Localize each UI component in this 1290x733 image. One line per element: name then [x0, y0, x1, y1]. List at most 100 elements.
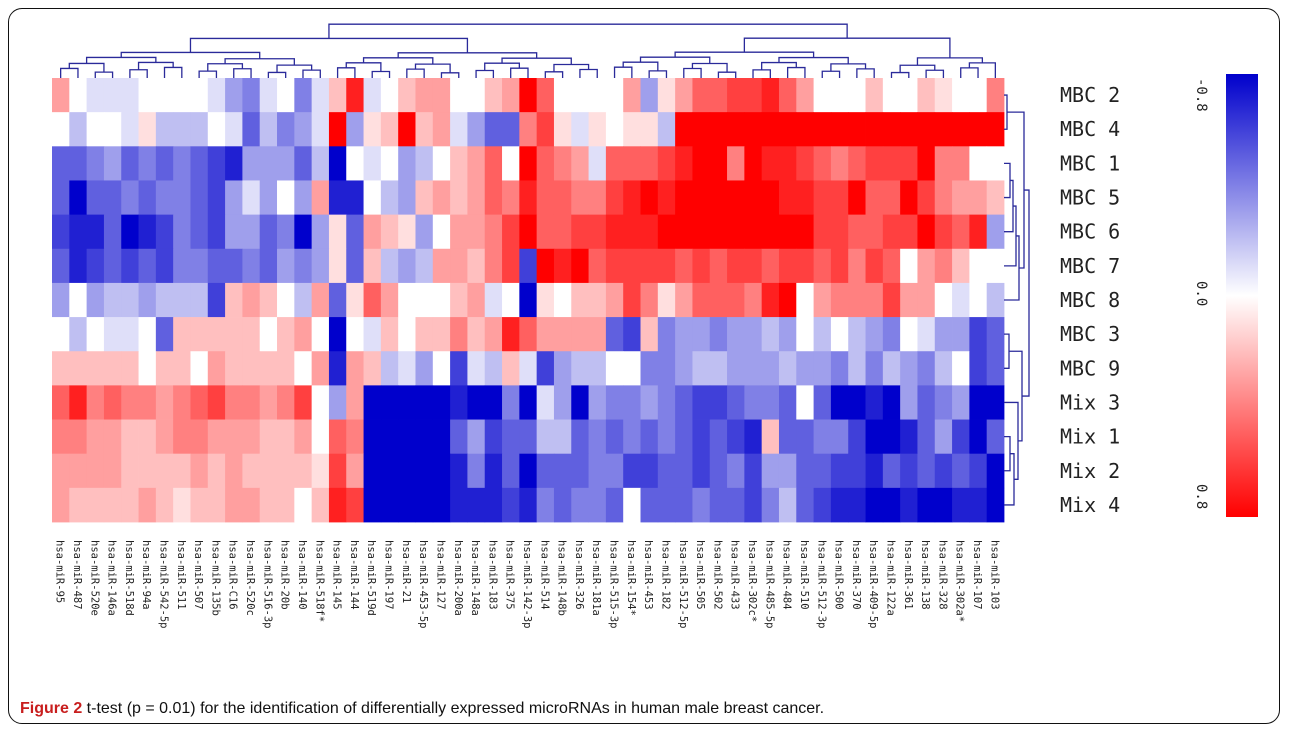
heatmap-cell: [952, 78, 970, 113]
heatmap-cell: [277, 453, 295, 489]
heatmap-cell: [553, 248, 572, 284]
heatmap-cell: [934, 248, 953, 284]
heatmap-cell: [934, 214, 953, 250]
column-label: hsa-miR-370: [850, 540, 862, 610]
heatmap-cell: [657, 419, 676, 455]
column-dendrogram-branch: [94, 71, 114, 78]
heatmap-cell: [519, 180, 538, 216]
heatmap-cell: [588, 248, 607, 284]
caption-label: Figure 2: [20, 700, 83, 717]
heatmap-cell: [969, 419, 988, 455]
heatmap-cell: [605, 317, 624, 352]
heatmap-cell: [692, 112, 711, 147]
heatmap-cell: [934, 453, 953, 489]
column-dendrogram-branch: [925, 69, 945, 78]
heatmap-cell: [502, 317, 520, 352]
heatmap-cell: [294, 214, 313, 250]
heatmap-cell: [813, 317, 832, 352]
heatmap-cell: [986, 248, 1005, 284]
heatmap-cell: [138, 487, 157, 523]
heatmap-cell: [986, 112, 1005, 147]
heatmap-cell: [294, 112, 313, 147]
heatmap-cell: [709, 487, 728, 523]
heatmap-cell: [380, 385, 399, 420]
heatmap-cell: [502, 351, 520, 386]
heatmap-cell: [259, 214, 278, 250]
column-dendrogram-branch: [899, 64, 936, 73]
heatmap-cell: [311, 419, 330, 455]
heatmap-cell: [571, 453, 589, 489]
heatmap-cell: [398, 180, 416, 216]
heatmap-cell: [588, 419, 607, 455]
column-label: hsa-miR-516-3p: [261, 540, 273, 629]
heatmap-cell: [207, 487, 226, 523]
column-label: hsa-miR-511: [175, 540, 187, 610]
heatmap-cell: [415, 214, 434, 250]
colorbar-tick-label: -0.8: [1193, 78, 1209, 112]
heatmap-cell: [225, 419, 243, 455]
heatmap-cell: [900, 112, 918, 147]
heatmap-cell: [934, 351, 953, 386]
heatmap-cell: [917, 180, 936, 216]
heatmap-cell: [450, 351, 468, 386]
heatmap-cell: [519, 385, 538, 420]
heatmap-cell: [675, 385, 693, 420]
row-label: Mix 3: [1060, 391, 1120, 415]
heatmap-cell: [207, 282, 226, 318]
heatmap-cell: [346, 214, 364, 250]
heatmap-cell: [588, 385, 607, 420]
heatmap-cell: [657, 78, 676, 113]
heatmap-cell: [173, 112, 191, 147]
heatmap-cell: [986, 351, 1005, 386]
heatmap-cell: [640, 385, 659, 420]
heatmap-cell: [727, 78, 745, 113]
column-label: hsa-miR-95: [54, 540, 66, 603]
heatmap-cell: [536, 419, 555, 455]
heatmap-cell: [865, 282, 884, 318]
heatmap-cell: [155, 214, 174, 250]
heatmap-cell: [744, 282, 763, 318]
heatmap-cell: [346, 487, 364, 523]
heatmap-cell: [173, 317, 191, 352]
heatmap-cell: [986, 419, 1005, 455]
column-dendrogram-branch: [371, 70, 391, 78]
heatmap-cell: [900, 487, 918, 523]
heatmap-cell: [969, 248, 988, 284]
heatmap-cell: [155, 419, 174, 455]
heatmap-cell: [484, 419, 503, 455]
heatmap-cell: [277, 419, 295, 455]
heatmap-cell: [778, 317, 797, 352]
heatmap-cell: [415, 385, 434, 420]
heatmap-cell: [502, 282, 520, 318]
heatmap-cell: [830, 248, 849, 284]
heatmap-cell: [311, 453, 330, 489]
heatmap-cell: [882, 419, 901, 455]
heatmap-cell: [432, 317, 451, 352]
heatmap-cell: [86, 453, 105, 489]
column-dendrogram-branch: [743, 37, 951, 58]
heatmap-cell: [86, 78, 105, 113]
heatmap-cell: [571, 180, 589, 216]
heatmap-cell: [207, 385, 226, 420]
row-dendrogram-branch: [1004, 453, 1015, 506]
heatmap-cell: [692, 214, 711, 250]
heatmap-cell: [121, 351, 139, 386]
heatmap-cell: [138, 453, 157, 489]
heatmap-cell: [502, 248, 520, 284]
heatmap-cell: [536, 248, 555, 284]
heatmap-cell: [796, 453, 814, 489]
heatmap-cell: [52, 385, 70, 420]
heatmap-cell: [934, 419, 953, 455]
heatmap-cell: [138, 419, 157, 455]
heatmap-cell: [813, 487, 832, 523]
heatmap-cell: [242, 317, 261, 352]
heatmap-cell: [761, 487, 780, 523]
heatmap-cell: [121, 385, 139, 420]
heatmap-cell: [311, 180, 330, 216]
heatmap-cell: [380, 248, 399, 284]
heatmap-cell: [173, 351, 191, 386]
heatmap-cell: [830, 419, 849, 455]
heatmap-cell: [623, 487, 641, 523]
heatmap-cell: [657, 385, 676, 420]
heatmap-cell: [138, 78, 157, 113]
